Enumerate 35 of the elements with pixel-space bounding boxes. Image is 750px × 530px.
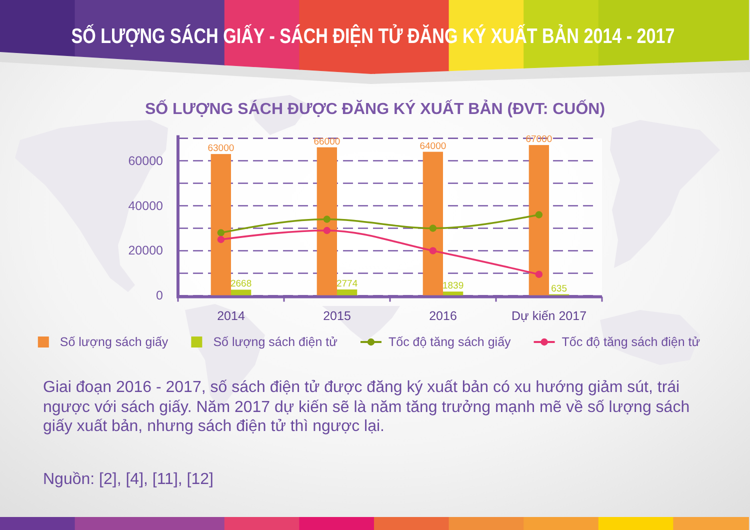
point bbox=[323, 226, 331, 234]
data-label: 63000 bbox=[208, 143, 234, 154]
legend-label: Tốc độ tăng sách giấy bbox=[388, 335, 512, 349]
point bbox=[429, 224, 437, 232]
point bbox=[535, 211, 543, 218]
data-label: 66000 bbox=[314, 136, 340, 148]
point bbox=[217, 236, 225, 244]
x-tick-label: Dự kiến 2017 bbox=[511, 309, 587, 323]
y-tick-label: 20000 bbox=[128, 244, 164, 258]
y-tick-label: 60000 bbox=[128, 154, 164, 168]
bar bbox=[422, 152, 443, 296]
y-tick-label: 0 bbox=[156, 288, 164, 303]
point bbox=[535, 270, 543, 278]
y-tick-label: 40000 bbox=[128, 198, 164, 213]
data-label: 1839 bbox=[442, 280, 464, 292]
x-tick-label: 2015 bbox=[323, 309, 351, 323]
text: Nguồn: [2], [4], [11], [12] bbox=[43, 470, 214, 489]
point bbox=[217, 229, 225, 236]
bar bbox=[316, 147, 337, 296]
bar bbox=[528, 145, 549, 296]
data-label: 635 bbox=[551, 283, 567, 294]
x-tick-label: 2014 bbox=[217, 309, 245, 323]
legend-label: Số lượng sách điện tử bbox=[213, 335, 338, 349]
point bbox=[323, 216, 331, 223]
point bbox=[429, 247, 437, 254]
text: Giai đoạn 2016 - 2017, số sách điện tử được đăng ký xuất bản có xu hướng giảm sút, trái ngược với sách giấy. Năm 2017 dự kiến sẽ là năm tăng trưởng mạnh mẽ về số lượng sách giấy xuất bản, nhưng sách điện tử thì ngược lại. bbox=[43, 378, 691, 436]
legend-label: Số lượng sách giấy bbox=[60, 335, 169, 349]
chart-subtitle: SỐ LƯỢNG SÁCH ĐƯỢC ĐĂNG KÝ XUẤT BẢN (ĐVT: CUỐN) bbox=[144, 99, 606, 118]
bar bbox=[210, 154, 231, 296]
x-tick-label: 2016 bbox=[429, 309, 457, 323]
legend-label: Tốc độ tăng sách điện tử bbox=[562, 335, 700, 349]
data-label: 2774 bbox=[336, 278, 358, 290]
data-label: 64000 bbox=[420, 140, 446, 152]
data-label: 2668 bbox=[230, 278, 252, 290]
bar bbox=[231, 290, 252, 296]
